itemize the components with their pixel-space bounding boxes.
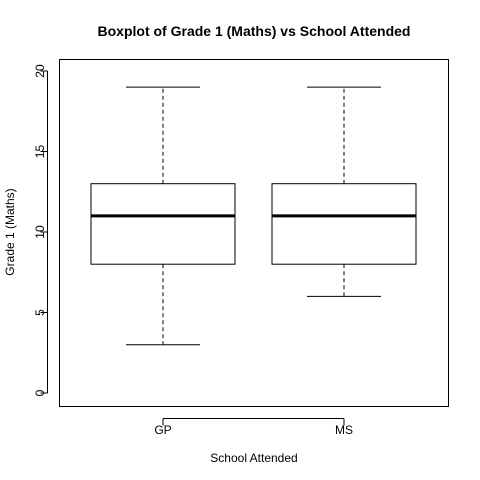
chart-title: Boxplot of Grade 1 (Maths) vs School Att… xyxy=(98,23,411,39)
y-tick-label: 5 xyxy=(33,309,47,316)
x-tick-label: GP xyxy=(154,423,171,437)
box-gp xyxy=(90,86,236,346)
iqr-box xyxy=(271,183,417,265)
y-tick-label: 10 xyxy=(33,225,47,239)
box-ms xyxy=(271,86,417,297)
box-group xyxy=(90,86,417,346)
y-tick-label: 0 xyxy=(33,389,47,396)
x-axis: GP MS xyxy=(154,418,353,437)
x-axis-label: School Attended xyxy=(210,451,297,465)
y-axis: 0 5 10 15 20 xyxy=(33,64,48,396)
x-tick-label: MS xyxy=(335,423,353,437)
y-tick-label: 20 xyxy=(33,64,47,78)
y-tick-label: 15 xyxy=(33,145,47,159)
iqr-box xyxy=(90,183,236,265)
plot-frame xyxy=(59,59,449,407)
y-axis-label: Grade 1 (Maths) xyxy=(3,188,17,275)
